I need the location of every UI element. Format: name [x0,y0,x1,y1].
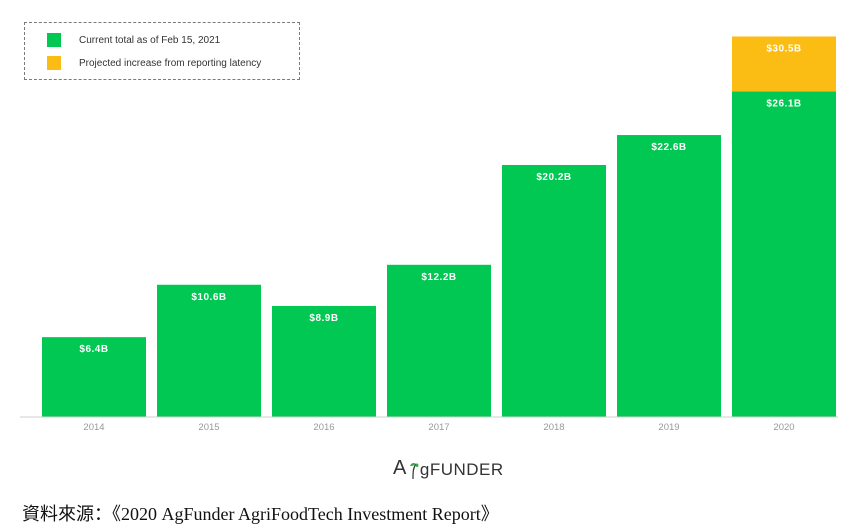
data-label-current-2019: $22.6B [651,142,686,153]
legend-label-current: Current total as of Feb 15, 2021 [79,34,221,46]
logo-letter-a: A [393,457,407,479]
bar-current-2017 [387,264,491,417]
legend-swatch-current [47,33,61,47]
legend-item-current: Current total as of Feb 15, 2021 [47,32,220,48]
legend-swatch-projected [47,56,61,70]
x-tick-label-2019: 2019 [658,422,679,433]
bar-current-2019 [617,135,721,418]
x-tick-label-2017: 2017 [428,422,449,433]
data-label-current-2014: $6.4B [79,344,108,355]
bar-projected-2020 [732,36,836,92]
legend-label-projected: Projected increase from reporting latenc… [79,57,262,69]
logo-letter-g: g [419,460,430,479]
bar-current-2020 [732,91,836,417]
bar-current-2015 [157,284,261,417]
bar-current-2014 [42,337,146,417]
logo-text: FUNDER [429,460,504,479]
x-tick-label-2020: 2020 [773,422,794,433]
data-label-current-2018: $20.2B [536,172,571,183]
source-caption: 資料來源：《2020 AgFunder AgriFoodTech Investm… [22,504,499,524]
leaf-icon [407,460,419,480]
data-label-current-2020: $26.1B [766,98,801,109]
agfunder-logo: A g FUNDER [393,456,504,480]
legend-item-projected: Projected increase from reporting latenc… [47,55,261,71]
data-label-projected-2020: $30.5B [766,43,801,54]
bar-chart: $6.4B 2014 $10.6B 2015 $8.9B 2016 $12.2B 2017 $2… [20,36,838,433]
data-label-current-2015: $10.6B [191,292,226,303]
data-label-current-2017: $12.2B [421,272,456,283]
chart-legend: Current total as of Feb 15, 2021 Project… [24,22,300,80]
x-tick-label-2014: 2014 [83,422,104,433]
x-tick-label-2015: 2015 [198,422,219,433]
x-tick-label-2018: 2018 [543,422,564,433]
bar-current-2018 [502,164,606,417]
data-label-current-2016: $8.9B [309,313,338,324]
bar-current-2016 [272,305,376,417]
x-tick-label-2016: 2016 [313,422,334,433]
